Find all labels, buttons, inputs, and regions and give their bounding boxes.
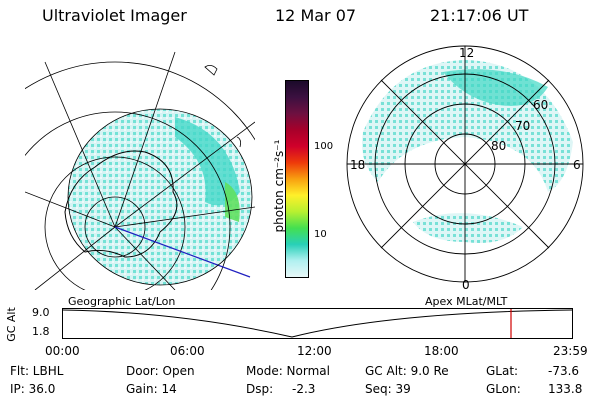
- mlat-label-70: 70: [515, 119, 530, 133]
- status-glon-label: GLon:: [486, 382, 521, 396]
- altitude-ytick-high: 9.0: [32, 306, 50, 319]
- altitude-curve: [62, 309, 573, 338]
- instrument-title: Ultraviolet Imager: [42, 6, 187, 25]
- observation-time: 21:17:06 UT: [430, 6, 529, 25]
- altitude-ylabel: GC Alt: [4, 307, 18, 342]
- antarctica-coastline: [64, 150, 178, 258]
- altitude-plot: [62, 308, 573, 339]
- colorbar-gradient: [286, 81, 308, 277]
- aurora-bright-band: [175, 117, 240, 206]
- time-tick-2359: 23:59: [553, 344, 588, 358]
- colorbar-tick-10: 10: [314, 229, 327, 240]
- time-tick-1800: 18:00: [424, 344, 459, 358]
- time-tick-0600: 06:00: [170, 344, 205, 358]
- colorbar-unit-label: photon cm⁻²s⁻¹: [272, 139, 286, 233]
- polar-plot-caption: Apex MLat/MLT: [425, 295, 508, 308]
- status-dsp-label: Dsp:: [246, 382, 274, 396]
- status-dsp-value: -2.3: [292, 382, 316, 396]
- status-sequence: Seq: 39: [365, 382, 411, 396]
- mlat-label-80: 80: [491, 139, 506, 153]
- polar-mlat-mlt-plot: 12 0 18 6 60 70 80: [346, 45, 584, 292]
- mlt-label-18: 18: [350, 158, 365, 172]
- observation-date: 12 Mar 07: [275, 6, 357, 25]
- geo-map-caption: Geographic Lat/Lon: [68, 295, 176, 308]
- mlat-label-60: 60: [533, 98, 548, 112]
- track-line: [114, 226, 251, 278]
- time-tick-0000: 00:00: [45, 344, 80, 358]
- status-ip: IP: 36.0: [10, 382, 56, 396]
- status-glon-value: 133.8: [548, 382, 583, 396]
- time-tick-1200: 12:00: [297, 344, 332, 358]
- mlt-label-6: 6: [573, 158, 581, 172]
- status-mode: Mode: Normal: [246, 364, 330, 378]
- status-glat-value: -73.6: [548, 364, 580, 378]
- mlt-label-0: 0: [462, 278, 470, 292]
- status-gc-altitude: GC Alt: 9.0 Re: [365, 364, 449, 378]
- status-gain: Gain: 14: [126, 382, 177, 396]
- colorbar: [285, 80, 309, 278]
- mlt-label-12: 12: [459, 46, 474, 60]
- altitude-ytick-low: 1.8: [32, 325, 50, 338]
- status-glat-label: GLat:: [486, 364, 519, 378]
- geographic-map: [25, 51, 255, 290]
- status-filter: Flt: LBHL: [10, 364, 64, 378]
- colorbar-tick-100: 100: [314, 141, 334, 152]
- status-door: Door: Open: [126, 364, 195, 378]
